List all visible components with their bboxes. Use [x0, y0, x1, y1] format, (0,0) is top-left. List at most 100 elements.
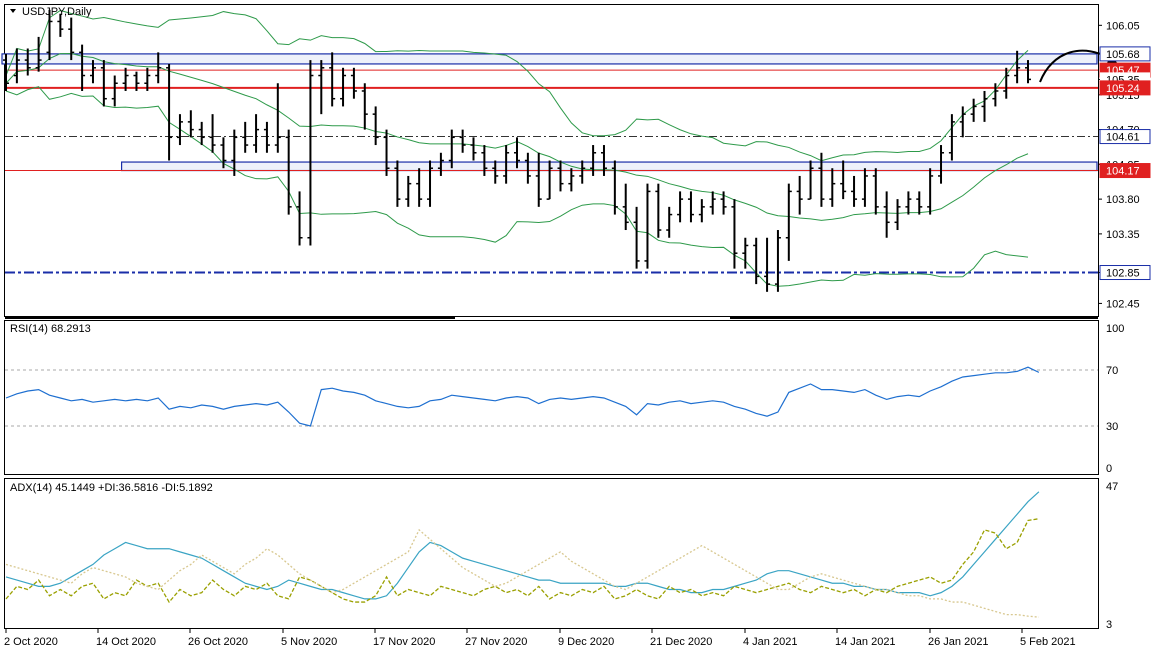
price-bar[interactable] [1025, 60, 1031, 84]
price-bar[interactable] [568, 168, 575, 192]
price-bar[interactable] [427, 160, 434, 207]
price-bar[interactable] [274, 83, 281, 153]
price-bar[interactable] [927, 168, 934, 215]
price-bar[interactable] [470, 137, 477, 161]
price-bar[interactable] [503, 145, 510, 184]
price-bar[interactable] [57, 13, 64, 37]
price-bar[interactable] [13, 48, 20, 84]
price-bar[interactable] [753, 237, 760, 285]
price-bar[interactable] [687, 191, 694, 223]
price-bar[interactable] [448, 129, 455, 169]
price-bar[interactable] [622, 183, 629, 231]
rsi-line[interactable] [5, 366, 1040, 427]
price-bar[interactable] [350, 67, 357, 99]
price-bar[interactable] [133, 71, 140, 91]
price-bar[interactable] [677, 191, 684, 223]
price-bar[interactable] [861, 168, 868, 207]
price-bar[interactable] [611, 160, 618, 215]
price-bar[interactable] [340, 67, 347, 107]
price-bar[interactable] [89, 60, 96, 84]
price-bar[interactable] [405, 175, 412, 207]
price-bar[interactable] [492, 160, 499, 184]
price-bar[interactable] [1003, 67, 1010, 99]
price-bar[interactable] [774, 230, 781, 292]
symbol-dropdown-icon[interactable] [10, 9, 16, 13]
price-bar[interactable] [894, 199, 901, 231]
price-bar[interactable] [155, 52, 162, 84]
price-bar[interactable] [459, 129, 466, 153]
price-bar[interactable] [253, 114, 260, 153]
price-bar[interactable] [24, 48, 31, 76]
price-bar[interactable] [1014, 50, 1021, 84]
minus-di-line[interactable] [5, 528, 1039, 618]
price-bar[interactable] [666, 206, 673, 238]
price-bar[interactable] [698, 199, 705, 223]
price-bar[interactable] [905, 191, 912, 215]
price-bar[interactable] [307, 60, 314, 246]
price-bar[interactable] [709, 191, 716, 215]
price-bar[interactable] [970, 98, 977, 122]
price-bar[interactable] [959, 106, 966, 138]
price-bar[interactable] [220, 137, 227, 169]
price-bar[interactable] [176, 114, 183, 146]
price-bar[interactable] [79, 44, 86, 91]
price-bar[interactable] [600, 145, 607, 176]
price-bar[interactable] [394, 160, 401, 207]
price-bar[interactable] [579, 160, 586, 184]
price-bar[interactable] [481, 145, 488, 176]
price-bar[interactable] [546, 160, 553, 200]
price-bar[interactable] [209, 114, 216, 153]
price-bar[interactable] [633, 206, 640, 269]
price-bar[interactable] [144, 67, 151, 91]
price-bar[interactable] [122, 67, 129, 91]
price-bar[interactable] [263, 121, 270, 153]
price-bar[interactable] [296, 191, 303, 246]
price-bar[interactable] [187, 110, 194, 138]
price-bar[interactable] [329, 52, 336, 107]
price-bar[interactable] [111, 75, 118, 107]
price-bar[interactable] [981, 90, 988, 122]
price-bar[interactable] [818, 152, 825, 207]
price-bar[interactable] [807, 160, 814, 200]
price-bar[interactable] [416, 168, 423, 207]
price-bar[interactable] [3, 53, 9, 91]
price-bar[interactable] [514, 137, 520, 169]
price-bar[interactable] [68, 17, 75, 61]
price-bar[interactable] [535, 152, 542, 207]
price-bar[interactable] [524, 152, 531, 184]
price-bar[interactable] [948, 114, 955, 161]
price-bar[interactable] [590, 145, 597, 176]
price-bar[interactable] [883, 191, 890, 238]
price-bar[interactable] [35, 36, 42, 72]
price-bar[interactable] [242, 121, 249, 153]
price-bar[interactable] [198, 121, 205, 146]
price-bar[interactable] [166, 63, 173, 161]
price-bar[interactable] [872, 168, 879, 215]
plus-di-line[interactable] [5, 518, 1039, 604]
price-bar[interactable] [742, 237, 749, 269]
price-bar[interactable] [372, 106, 379, 146]
price-bar[interactable] [285, 129, 292, 215]
price-bar[interactable] [383, 129, 390, 176]
price-bar[interactable] [437, 152, 444, 176]
price-bar[interactable] [655, 183, 662, 238]
price-bar[interactable] [644, 183, 651, 269]
price-bar[interactable] [557, 160, 564, 192]
price-bar[interactable] [785, 183, 792, 261]
price-bar[interactable] [796, 175, 803, 215]
price-bar[interactable] [764, 237, 771, 292]
price-bar[interactable] [916, 191, 923, 215]
price-bar[interactable] [992, 83, 999, 107]
price-bar[interactable] [829, 168, 836, 207]
price-bar[interactable] [851, 175, 858, 207]
price-bar[interactable] [318, 60, 325, 115]
price-bar[interactable] [100, 60, 107, 107]
price-bar[interactable] [840, 160, 847, 200]
price-bar[interactable] [938, 145, 945, 184]
price-bar[interactable] [361, 83, 368, 130]
price-bar[interactable] [731, 199, 738, 269]
price-bar[interactable] [231, 129, 238, 176]
price-bar[interactable] [46, 9, 53, 61]
price-bar[interactable] [720, 191, 727, 215]
